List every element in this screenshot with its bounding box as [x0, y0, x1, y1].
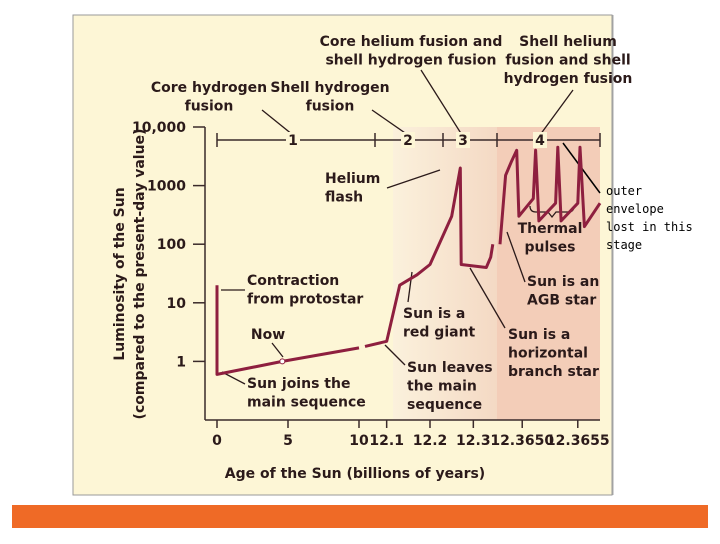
annotation: main sequence — [247, 395, 366, 411]
annotation: AGB star — [527, 293, 596, 309]
y-axis-label: Luminosity of the Sun — [112, 187, 128, 360]
annotation: pulses — [525, 240, 576, 256]
y-tick-label: 1000 — [147, 179, 186, 195]
annotation: Shell hydrogen — [270, 80, 389, 96]
annotation: fusion — [185, 99, 234, 115]
footer-bar — [12, 505, 708, 528]
annotation: the main — [407, 379, 477, 395]
annotation: red giant — [403, 325, 476, 341]
x-tick-label: 12.3650 — [490, 433, 554, 449]
annotation: from protostar — [247, 292, 363, 308]
annotation: Core helium fusion and — [320, 34, 503, 50]
x-tick-label: 12.3655 — [546, 433, 610, 449]
annotation: fusion — [306, 99, 355, 115]
phase-label: 1 — [288, 133, 298, 149]
x-axis-label: Age of the Sun (billions of years) — [225, 466, 485, 482]
annotation: Core hydrogen — [151, 80, 267, 96]
phase-label-bg — [533, 132, 547, 148]
annotation: fusion and shell — [505, 53, 630, 69]
annotation: flash — [325, 190, 363, 206]
arrow — [386, 169, 441, 189]
luminosity-line — [215, 145, 602, 376]
arrow — [261, 109, 294, 136]
x-tick-label: 12.1 — [369, 433, 404, 449]
arrow — [469, 267, 506, 329]
annotation: Sun is a — [403, 306, 465, 322]
annotation: Sun is a — [508, 327, 570, 343]
phase-label: 4 — [535, 133, 545, 149]
annotation: shell hydrogen fusion — [325, 53, 496, 69]
arrow — [384, 344, 406, 366]
annotation: Shell helium — [519, 34, 617, 50]
arrow — [420, 69, 463, 136]
annotation: Thermal — [518, 221, 583, 237]
x-tick-label: 0 — [212, 433, 222, 449]
arrow — [506, 231, 526, 283]
x-tick-label: 10 — [349, 433, 369, 449]
note: stage — [606, 238, 642, 252]
y-tick-label: 100 — [157, 237, 186, 253]
arrow — [371, 109, 409, 136]
phase-label-bg — [456, 132, 470, 148]
annotation: Sun is an — [527, 274, 599, 290]
phase-shade — [393, 127, 497, 420]
annotation: hydrogen fusion — [504, 71, 633, 87]
arrow — [271, 342, 284, 358]
annotation: horizontal — [508, 346, 588, 362]
note: envelope — [606, 202, 664, 216]
annotation: Sun leaves — [407, 360, 493, 376]
annotation: branch star — [508, 364, 599, 380]
annotation: Now — [251, 327, 285, 343]
phase-label: 2 — [403, 133, 413, 149]
x-tick-label: 12.3 — [456, 433, 491, 449]
note: lost in this — [606, 220, 693, 234]
now-marker — [279, 358, 286, 365]
annotation: Sun joins the — [247, 376, 350, 392]
y-tick-label: 10 — [167, 296, 187, 312]
y-tick-label: 1 — [176, 354, 186, 370]
annotation: Contraction — [247, 273, 339, 289]
phase-label-bg — [286, 132, 300, 148]
y-tick-label: 10,000 — [132, 120, 186, 136]
phase-label: 3 — [458, 133, 468, 149]
arrow — [539, 89, 574, 136]
x-tick-label: 12.2 — [413, 433, 448, 449]
y-axis-label: (compared to the present-day value) — [132, 129, 148, 420]
phase-label-bg — [401, 132, 415, 148]
annotation: Helium — [325, 171, 380, 187]
note: outer — [606, 184, 642, 198]
annotation: sequence — [407, 397, 482, 413]
x-tick-label: 5 — [283, 433, 293, 449]
